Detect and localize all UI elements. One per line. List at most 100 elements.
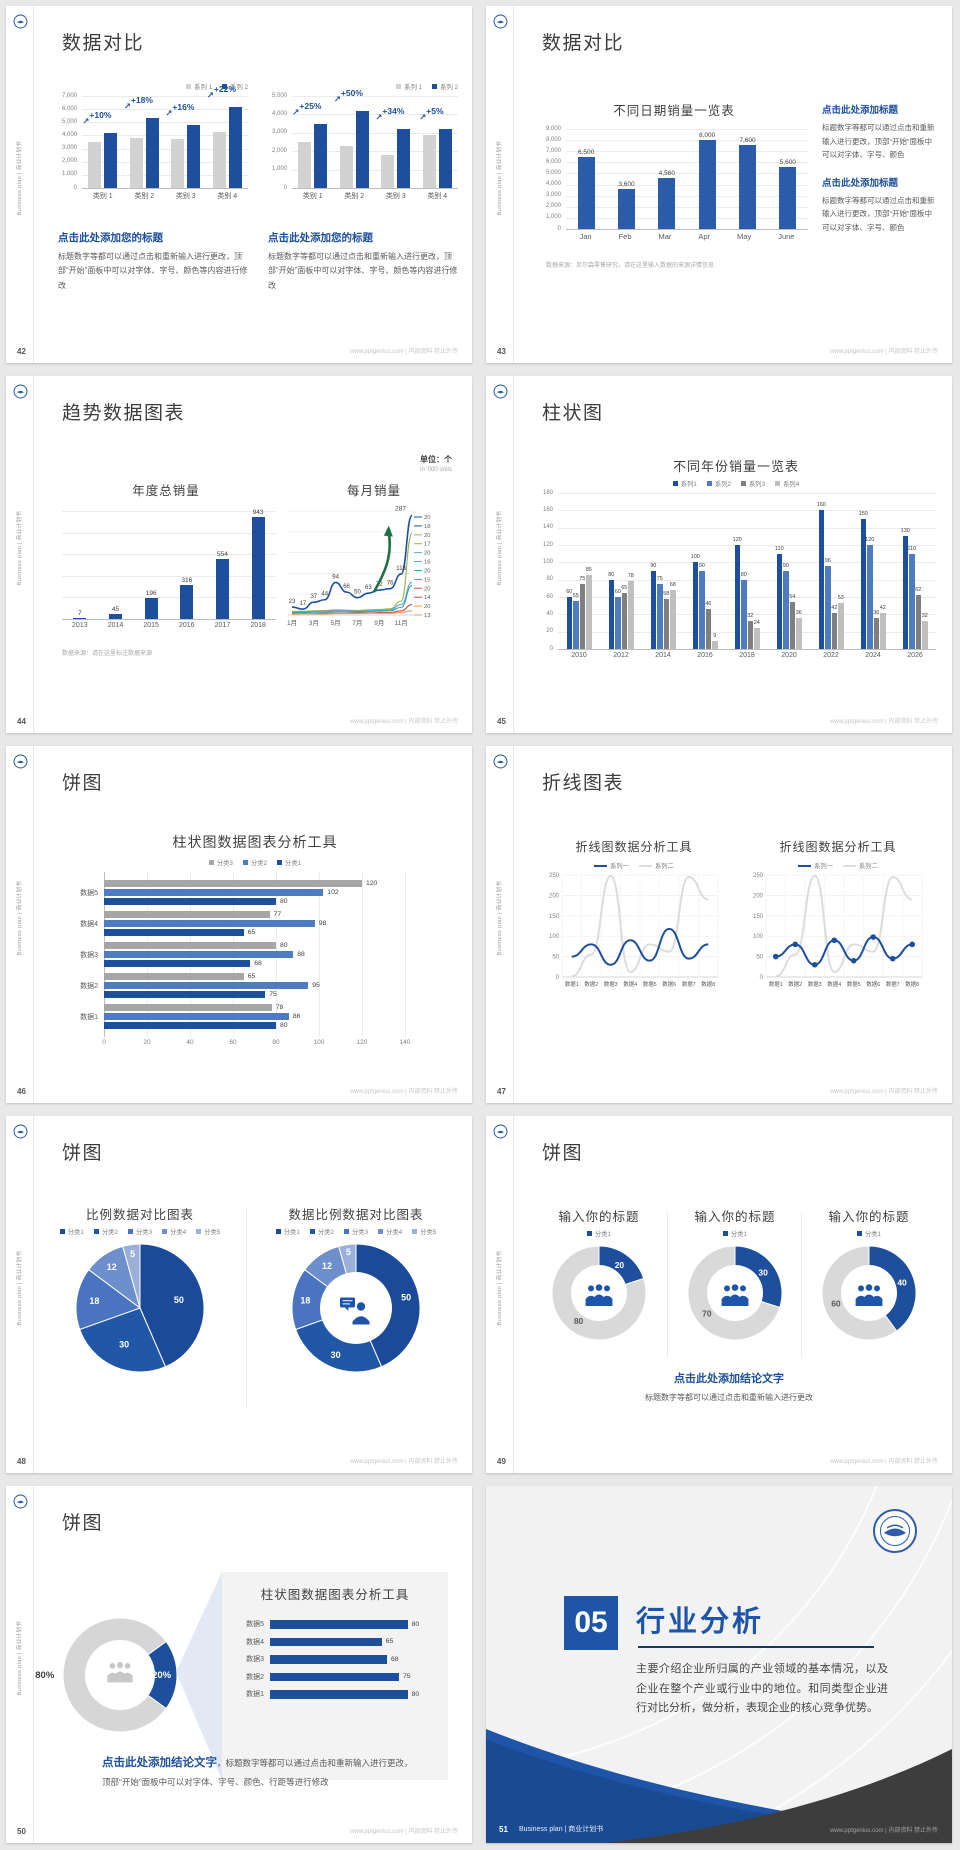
footer-watermark: www.pptgenius.com | 内部资料 禁止外传: [830, 349, 938, 355]
svg-text:76: 76: [387, 581, 394, 587]
svg-text:15: 15: [424, 577, 430, 583]
monthly-sales-line-chart: 每月销量 23 17 37 44 94 66 50 63 72 76 118 287 20 18 20 17 20…: [286, 484, 431, 627]
block-heading: 点击此处添加您的标题: [58, 232, 163, 244]
svg-text:70: 70: [702, 1308, 712, 1318]
slide-48[interactable]: Business plan | 商业计划书 饼图 比例数据对比图表 分类1 分类2 分…: [6, 1116, 472, 1473]
svg-text:20: 20: [424, 568, 430, 574]
svg-text:80%: 80%: [35, 1670, 55, 1681]
grouped-column-chart: 系列 1 系列 2 5,000 4,000 3,000 2,000 1,000 0 +25% ↗ +…: [271, 84, 458, 200]
svg-text:20: 20: [424, 533, 430, 539]
side-divider: [513, 6, 514, 363]
school-logo-icon: [13, 14, 28, 29]
slide-number: 50: [17, 1827, 26, 1836]
donut-chart: 输入你的标题 分类1 40 60: [804, 1206, 934, 1341]
column-divider: [667, 1212, 668, 1358]
sidebar-vertical-text: Business plan | 商业计划书: [497, 510, 503, 586]
svg-text:30: 30: [331, 1350, 341, 1360]
slide-title: 饼图: [62, 773, 104, 794]
slide-number: 49: [497, 1457, 506, 1466]
svg-text:数据4: 数据4: [623, 980, 637, 988]
school-logo-icon: [13, 1494, 28, 1509]
slide-42[interactable]: Business plan | 商业计划书 数据对比 系列 1 系列 2 7,000…: [6, 6, 472, 363]
slide-44[interactable]: Business plan | 商业计划书 趋势数据图表 单位：个 in '00…: [6, 376, 472, 733]
text-block: 点击此处添加您的标题 标题数字等都可以通过点击和重新输入进行更改，顶部“开始”面…: [58, 230, 248, 293]
marker-line-chart: 折线图数据分析工具 系列一 系列二 0 50 100 150 200 250 数据1 数据2 数据3 数…: [752, 840, 923, 988]
slide-49[interactable]: Business plan | 商业计划书 饼图 输入你的标题 分类1 20 80 输…: [486, 1116, 952, 1473]
slide-number: 44: [17, 717, 26, 726]
svg-text:数据2: 数据2: [584, 980, 598, 988]
svg-text:50: 50: [401, 1293, 411, 1303]
svg-text:118: 118: [396, 566, 406, 572]
svg-text:数据3: 数据3: [808, 980, 822, 988]
svg-text:80: 80: [574, 1316, 584, 1326]
slide-46[interactable]: Business plan | 商业计划书 饼图 柱状图数据图表分析工具 分类3 分…: [6, 746, 472, 1103]
block-heading: 点击此处添加标题: [822, 105, 899, 116]
slide-title: 柱状图: [542, 403, 604, 424]
footer-watermark: www.pptgenius.com | 内部资料 禁止外传: [830, 1459, 938, 1465]
svg-text:17: 17: [300, 601, 307, 607]
footer-watermark: www.pptgenius.com | 内部资料 禁止外传: [830, 1828, 938, 1834]
side-divider: [513, 376, 514, 733]
slide-43[interactable]: Business plan | 商业计划书 数据对比 不同日期销量一览表 9,00…: [486, 6, 952, 363]
side-divider: [513, 1116, 514, 1473]
bar-panel: 柱状图数据图表分析工具 数据5 80 数据4 65 数据3 68 数据2 75 数据1 80: [222, 1572, 448, 1780]
slide-number: 48: [17, 1457, 26, 1466]
svg-text:数据5: 数据5: [643, 980, 657, 988]
slide-title: 饼图: [62, 1513, 104, 1534]
conclusion-block: 点击此处添加结论文字，标题数字等都可以通过点击和重新输入进行更改，顶部“开始”面…: [102, 1752, 414, 1791]
svg-text:66: 66: [343, 584, 350, 590]
slide-50[interactable]: Business plan | 商业计划书 饼图 20% 80% 柱状图数据图表分…: [6, 1486, 472, 1843]
footer-watermark: www.pptgenius.com | 内部资料 禁止外传: [830, 719, 938, 725]
conclusion-heading: 点击此处添加结论文字: [102, 1757, 217, 1769]
sidebar-vertical-text: Business plan | 商业计划书: [17, 510, 23, 586]
svg-text:数据3: 数据3: [604, 980, 618, 988]
slide-number: 42: [17, 347, 26, 356]
people-group-icon: [582, 1283, 616, 1312]
svg-text:17: 17: [424, 542, 430, 548]
svg-text:23: 23: [289, 599, 296, 605]
school-logo-icon: [13, 1124, 28, 1139]
svg-text:287: 287: [395, 506, 406, 513]
side-divider: [33, 6, 34, 363]
svg-text:50: 50: [174, 1295, 184, 1305]
slide-51[interactable]: 05 行业分析 主要介绍企业所归属的产业领域的基本情况，以及企业在整个产业或行业…: [486, 1486, 952, 1843]
svg-text:数据8: 数据8: [905, 980, 919, 988]
svg-text:30: 30: [758, 1268, 768, 1278]
data-source-note: 数据来源：请在这里标注数据来源: [62, 651, 153, 657]
side-divider: [33, 1486, 34, 1843]
annual-sales-column-chart: 年度总销量 7 45 196 316 554 943 2013 2014 2015 2016 2017…: [56, 480, 276, 629]
svg-text:0: 0: [556, 975, 560, 981]
title-underline: [638, 1646, 874, 1648]
svg-text:44: 44: [321, 592, 328, 598]
svg-text:100: 100: [549, 934, 560, 940]
school-logo-icon: [493, 754, 508, 769]
svg-text:100: 100: [753, 934, 764, 940]
block-body: 标题数字等都可以通过点击和重新输入进行更改，顶部“开始”面板中可以对字体、字号、…: [822, 195, 935, 232]
svg-text:18: 18: [300, 1295, 310, 1305]
svg-text:200: 200: [753, 893, 764, 899]
svg-text:3月: 3月: [309, 619, 319, 627]
slide-number: 47: [497, 1087, 506, 1096]
column-divider: [801, 1212, 802, 1358]
svg-text:1月: 1月: [287, 619, 297, 627]
block-heading: 点击此处添加您的标题: [268, 232, 373, 244]
slide-title: 饼图: [542, 1143, 584, 1164]
block-heading: 点击此处添加标题: [822, 177, 899, 189]
slide-45[interactable]: Business plan | 商业计划书 柱状图 不同年份销量一览表 系列1 系列…: [486, 376, 952, 733]
svg-text:7月: 7月: [352, 619, 362, 627]
svg-text:50: 50: [756, 955, 763, 961]
smooth-line-chart: 折线图数据分析工具 系列一 系列二 0 50 100 150 200 250 数据1 数据2 数据3 数…: [548, 840, 719, 988]
footer-watermark: www.pptgenius.com | 内部资料 禁止外传: [350, 719, 458, 725]
block-body: 标题数字等都可以通过点击和重新输入进行更改，顶部“开始”面板中可以对字体、字号、…: [58, 252, 248, 290]
section-number-badge: 05: [564, 1596, 618, 1650]
pie-chart: 比例数据对比图表 分类1 分类2 分类3 分类4 分类5 50 30 18 12 5: [40, 1204, 240, 1373]
grouped-column-chart: 系列 1 系列 2 7,000 6,000 5,000 4,000 3,000 2,000 1,…: [61, 83, 248, 200]
footer-watermark: www.pptgenius.com | 内部资料 禁止外传: [830, 1089, 938, 1095]
simple-bar-chart: 柱状图数据图表分析工具 数据5 80 数据4 65 数据3 68 数据2 75 数据1 80: [246, 1588, 420, 1699]
column-divider: [246, 1208, 247, 1408]
side-divider: [33, 746, 34, 1103]
slide-47[interactable]: Business plan | 商业计划书 折线图表 折线图数据分析工具 系列一系…: [486, 746, 952, 1103]
school-logo-icon: [493, 1124, 508, 1139]
svg-text:数据6: 数据6: [866, 980, 880, 988]
